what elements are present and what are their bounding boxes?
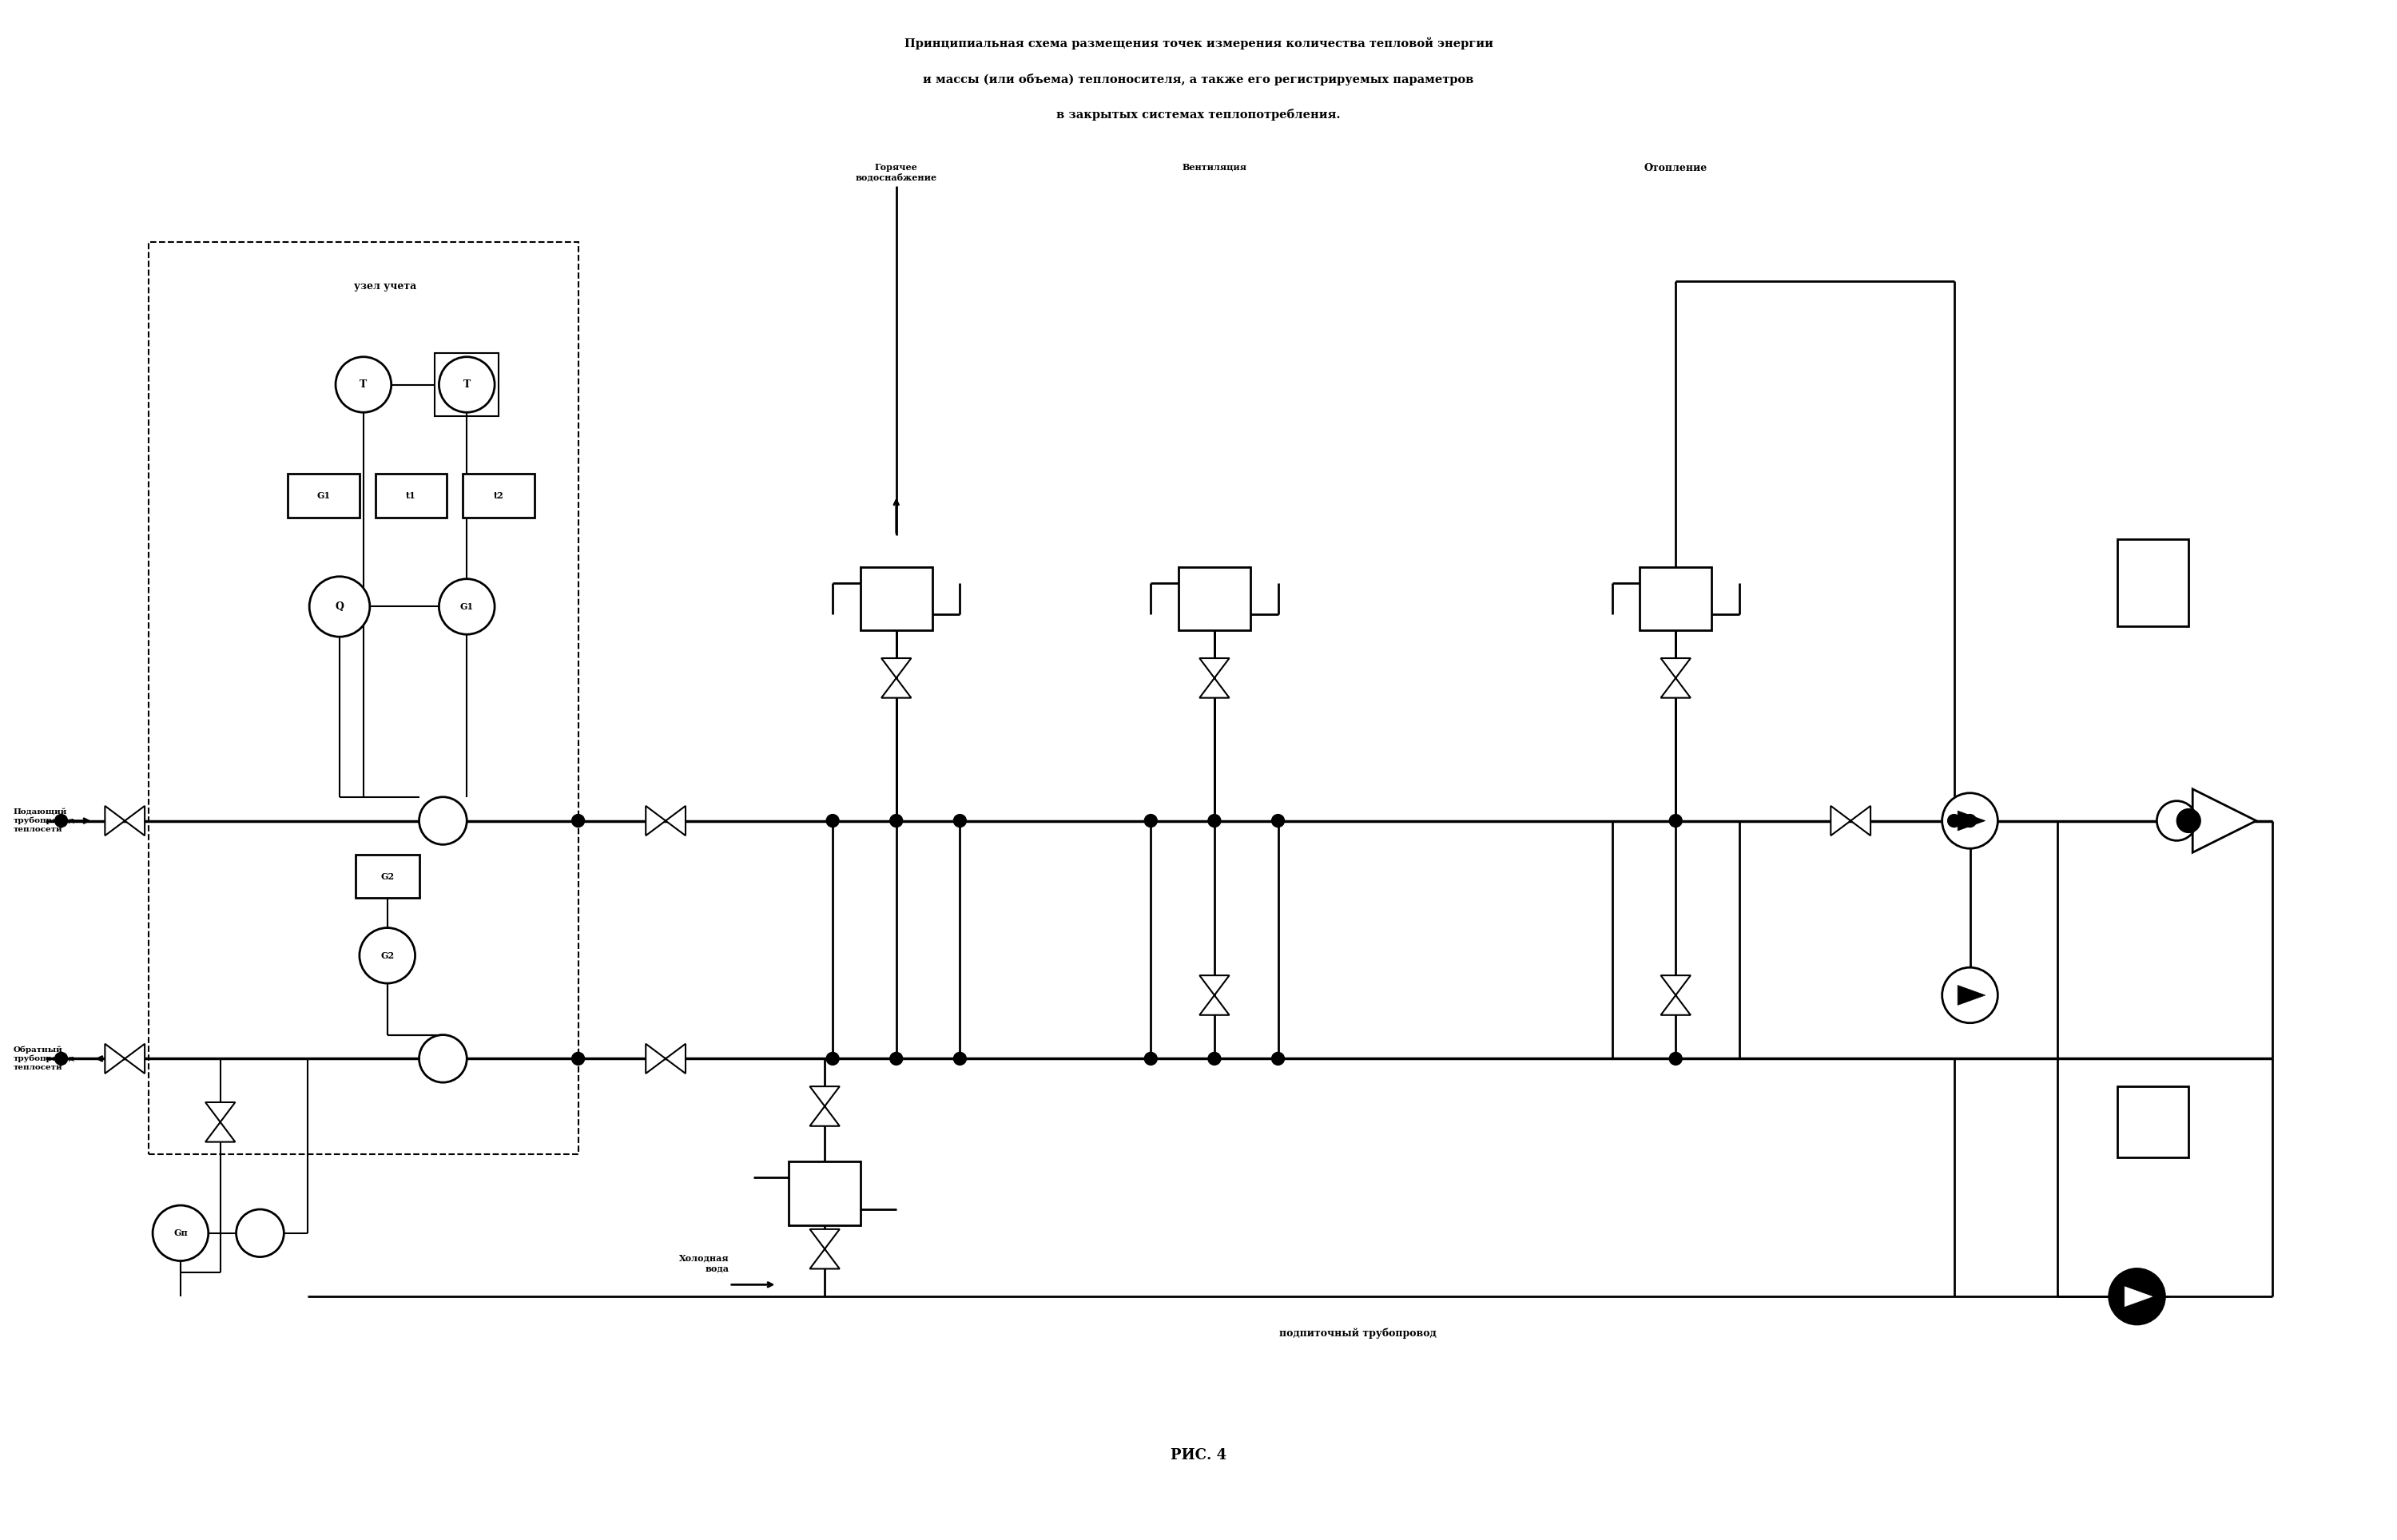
Circle shape xyxy=(439,579,494,634)
Text: T: T xyxy=(463,379,470,390)
Bar xyxy=(861,567,932,630)
Bar xyxy=(434,353,499,416)
Polygon shape xyxy=(1198,975,1230,995)
Circle shape xyxy=(573,1052,585,1066)
Text: Горячее
водоснабжение: Горячее водоснабжение xyxy=(856,163,937,182)
Text: узел учета: узел учета xyxy=(355,282,417,293)
Text: G2: G2 xyxy=(381,872,393,881)
Circle shape xyxy=(1668,1052,1683,1066)
Circle shape xyxy=(1273,815,1285,827)
Bar xyxy=(355,855,419,898)
Circle shape xyxy=(889,1052,904,1066)
Bar xyxy=(288,474,360,517)
Text: G1: G1 xyxy=(316,491,331,501)
Circle shape xyxy=(336,357,391,413)
Polygon shape xyxy=(206,1123,235,1143)
Polygon shape xyxy=(1198,658,1230,678)
Circle shape xyxy=(1942,793,1997,849)
Text: подпиточный трубопровод: подпиточный трубопровод xyxy=(1280,1329,1436,1340)
Circle shape xyxy=(1208,815,1220,827)
Polygon shape xyxy=(645,1044,666,1073)
Polygon shape xyxy=(1958,812,1985,830)
Text: и массы (или объема) теплоносителя, а также его регистрируемых параметров: и массы (или объема) теплоносителя, а та… xyxy=(923,74,1474,85)
Circle shape xyxy=(419,1035,467,1083)
Circle shape xyxy=(954,1052,966,1066)
Bar xyxy=(1179,567,1251,630)
Circle shape xyxy=(1942,967,1997,1023)
Circle shape xyxy=(1668,815,1683,827)
Polygon shape xyxy=(810,1249,839,1269)
Text: Холодная
вода: Холодная вода xyxy=(678,1254,729,1272)
Circle shape xyxy=(889,815,904,827)
Circle shape xyxy=(153,1206,209,1261)
Bar xyxy=(376,474,446,517)
Circle shape xyxy=(55,815,67,827)
Polygon shape xyxy=(1661,678,1690,698)
Polygon shape xyxy=(810,1086,839,1106)
Text: G1: G1 xyxy=(460,602,475,611)
Text: t2: t2 xyxy=(494,491,503,501)
Polygon shape xyxy=(1198,995,1230,1015)
Circle shape xyxy=(1143,815,1158,827)
Circle shape xyxy=(2176,809,2200,833)
Polygon shape xyxy=(810,1229,839,1249)
Polygon shape xyxy=(810,1106,839,1126)
Polygon shape xyxy=(206,1103,235,1123)
Circle shape xyxy=(2109,1269,2164,1324)
Polygon shape xyxy=(1198,678,1230,698)
Bar xyxy=(789,1161,861,1226)
Bar xyxy=(1640,567,1711,630)
Text: t1: t1 xyxy=(405,491,417,501)
Circle shape xyxy=(1949,815,1961,827)
Polygon shape xyxy=(105,805,125,836)
Circle shape xyxy=(954,815,966,827)
Text: Обратный
трубопровод
теплосети: Обратный трубопровод теплосети xyxy=(14,1046,74,1070)
Text: Gп: Gп xyxy=(173,1229,187,1238)
Circle shape xyxy=(2157,801,2196,841)
Polygon shape xyxy=(645,805,666,836)
Circle shape xyxy=(419,798,467,844)
Circle shape xyxy=(360,927,415,984)
Text: Вентиляция: Вентиляция xyxy=(1182,163,1246,171)
Circle shape xyxy=(1273,1052,1285,1066)
Polygon shape xyxy=(1661,995,1690,1015)
Polygon shape xyxy=(1661,658,1690,678)
Circle shape xyxy=(827,815,839,827)
Circle shape xyxy=(1963,815,1975,827)
Polygon shape xyxy=(105,1044,125,1073)
Text: G2: G2 xyxy=(381,952,393,959)
Polygon shape xyxy=(125,805,144,836)
Polygon shape xyxy=(2193,788,2256,853)
Text: РИС. 4: РИС. 4 xyxy=(1170,1448,1227,1463)
Polygon shape xyxy=(1958,986,1985,1006)
Polygon shape xyxy=(1661,975,1690,995)
Text: Принципиальная схема размещения точек измерения количества тепловой энергии: Принципиальная схема размещения точек из… xyxy=(904,37,1493,49)
Polygon shape xyxy=(666,805,686,836)
Circle shape xyxy=(827,1052,839,1066)
Circle shape xyxy=(1208,1052,1220,1066)
Text: Подающий
трубопровод
теплосети: Подающий трубопровод теплосети xyxy=(14,809,74,833)
Circle shape xyxy=(1143,1052,1158,1066)
Bar xyxy=(2117,1086,2188,1158)
Polygon shape xyxy=(125,1044,144,1073)
Polygon shape xyxy=(1831,805,1850,836)
Circle shape xyxy=(439,357,494,413)
Circle shape xyxy=(309,576,369,636)
Polygon shape xyxy=(2124,1286,2153,1306)
Circle shape xyxy=(237,1209,283,1257)
Text: T: T xyxy=(360,379,367,390)
Bar xyxy=(2117,539,2188,627)
Polygon shape xyxy=(666,1044,686,1073)
Polygon shape xyxy=(882,658,911,678)
Text: Q: Q xyxy=(336,602,343,611)
Bar xyxy=(463,474,535,517)
Circle shape xyxy=(573,815,585,827)
Text: Отопление: Отопление xyxy=(1644,163,1707,172)
Polygon shape xyxy=(882,678,911,698)
Text: в закрытых системах теплопотребления.: в закрытых системах теплопотребления. xyxy=(1057,109,1340,122)
Circle shape xyxy=(55,1052,67,1066)
Bar xyxy=(149,242,578,1153)
Polygon shape xyxy=(1850,805,1870,836)
